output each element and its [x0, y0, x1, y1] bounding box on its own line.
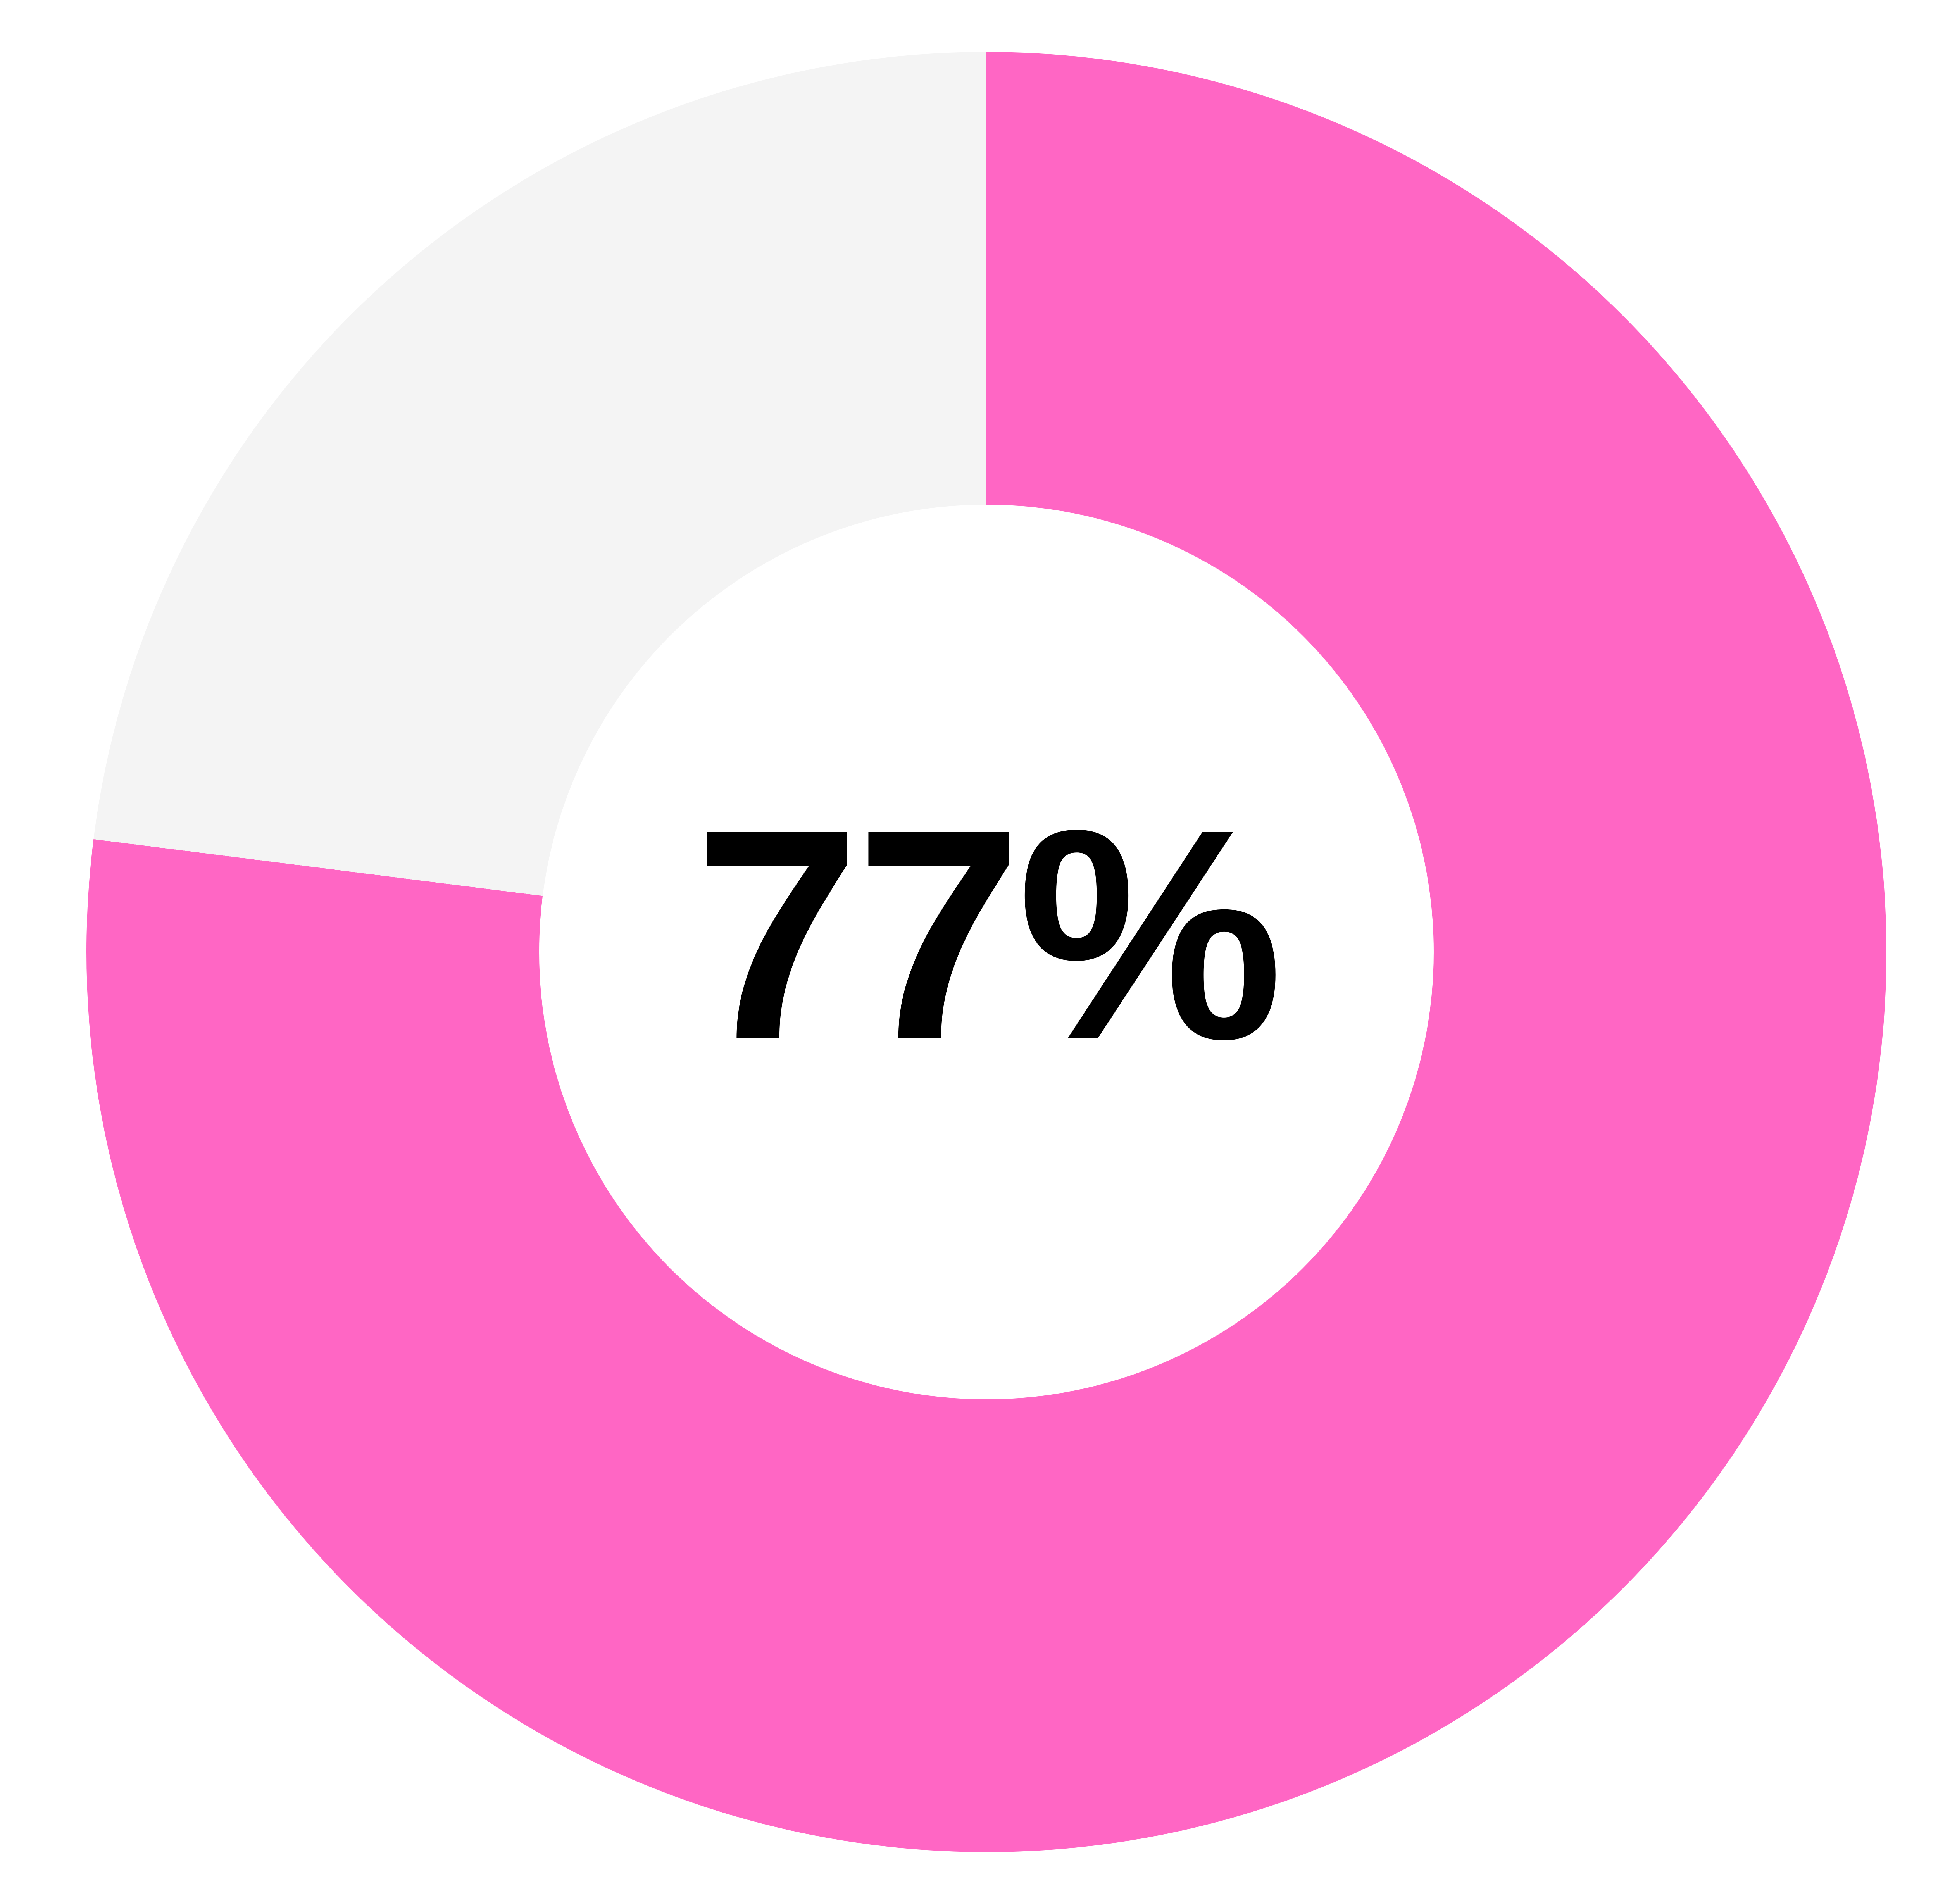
- center-label: 77%: [693, 767, 1283, 1102]
- donut-hole: 77%: [539, 504, 1434, 1400]
- donut-chart: 77%: [86, 52, 1886, 1852]
